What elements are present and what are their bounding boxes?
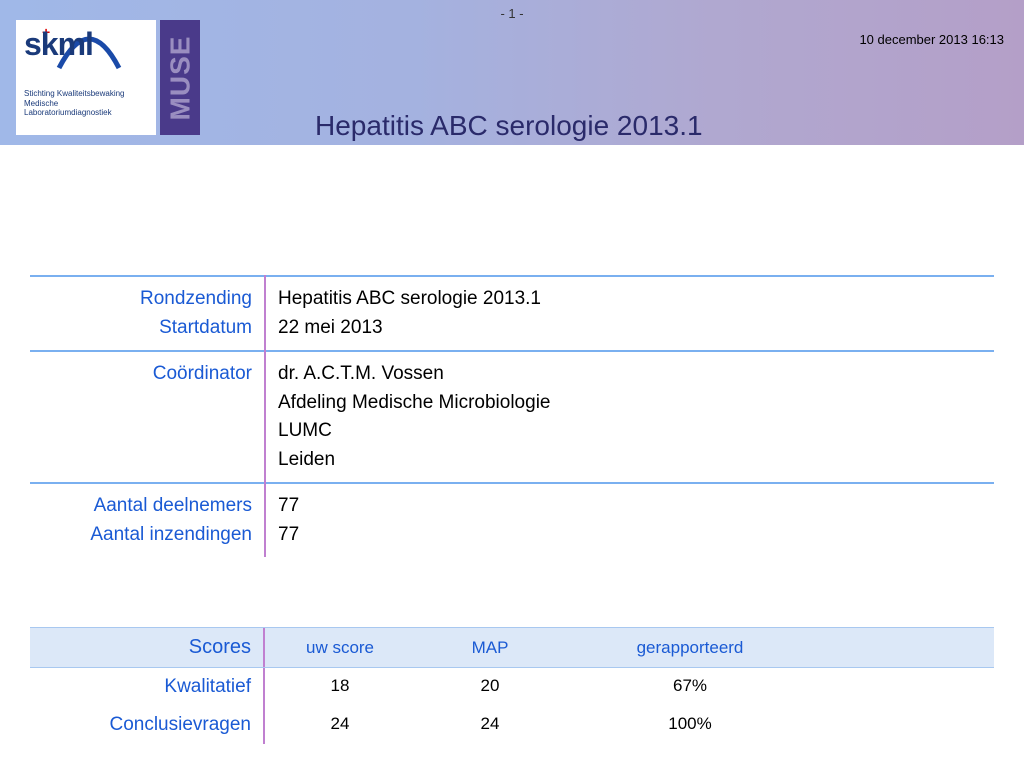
value-rondzending: Hepatitis ABC serologie 2013.1: [278, 285, 982, 314]
info-section: Rondzending Startdatum Hepatitis ABC ser…: [0, 145, 1024, 557]
page-title: Hepatitis ABC serologie 2013.1: [315, 110, 703, 142]
logo-sub-line1: Stichting Kwaliteitsbewaking: [24, 89, 148, 99]
info-table: Rondzending Startdatum Hepatitis ABC ser…: [30, 275, 994, 557]
skml-logo: + skml Stichting Kwaliteitsbewaking Medi…: [16, 20, 156, 135]
page-number: - 1 -: [500, 6, 523, 21]
table-row: Aantal deelnemers Aantal inzendingen 77 …: [30, 484, 994, 557]
label-startdatum: Startdatum: [42, 314, 252, 343]
col-gerapporteerd: gerapporteerd: [565, 628, 815, 667]
header-band: - 1 - 10 december 2013 16:13 + skml Stic…: [0, 0, 1024, 145]
muse-logo: MUSE: [160, 20, 200, 135]
row-label: Kwalitatief: [30, 668, 265, 706]
row-val-uw: 18: [265, 668, 415, 706]
scores-row-kwalitatief: Kwalitatief 18 20 67%: [30, 668, 994, 706]
value-coordinator-name: dr. A.C.T.M. Vossen: [278, 360, 982, 389]
value-deelnemers: 77: [278, 492, 982, 521]
row-val-rep: 100%: [565, 706, 815, 744]
value-inzendingen: 77: [278, 521, 982, 550]
scores-header: Scores uw score MAP gerapporteerd: [30, 627, 994, 668]
label-deelnemers: Aantal deelnemers: [42, 492, 252, 521]
row-label: Conclusievragen: [30, 706, 265, 744]
label-rondzending: Rondzending: [42, 285, 252, 314]
label-coordinator: Coördinator: [42, 360, 252, 389]
col-uw-score: uw score: [265, 628, 415, 667]
logo-text: skml: [24, 26, 93, 62]
value-coordinator-dept: Afdeling Medische Microbiologie: [278, 389, 982, 418]
value-coordinator-inst: LUMC: [278, 417, 982, 446]
row-val-map: 24: [415, 706, 565, 744]
value-startdatum: 22 mei 2013: [278, 314, 982, 343]
scores-title: Scores: [30, 628, 265, 667]
col-map: MAP: [415, 628, 565, 667]
row-val-map: 20: [415, 668, 565, 706]
datetime: 10 december 2013 16:13: [859, 32, 1004, 47]
row-val-uw: 24: [265, 706, 415, 744]
label-inzendingen: Aantal inzendingen: [42, 521, 252, 550]
value-coordinator-city: Leiden: [278, 446, 982, 475]
logo-sub-line2: Medische Laboratoriumdiagnostiek: [24, 99, 148, 118]
logo-subtitle: Stichting Kwaliteitsbewaking Medische La…: [24, 89, 148, 118]
row-val-rep: 67%: [565, 668, 815, 706]
scores-row-conclusie: Conclusievragen 24 24 100%: [30, 706, 994, 744]
table-row: Rondzending Startdatum Hepatitis ABC ser…: [30, 277, 994, 351]
scores-section: Scores uw score MAP gerapporteerd Kwalit…: [0, 627, 1024, 744]
muse-text: MUSE: [164, 35, 196, 120]
table-row: Coördinator dr. A.C.T.M. Vossen Afdeling…: [30, 352, 994, 483]
